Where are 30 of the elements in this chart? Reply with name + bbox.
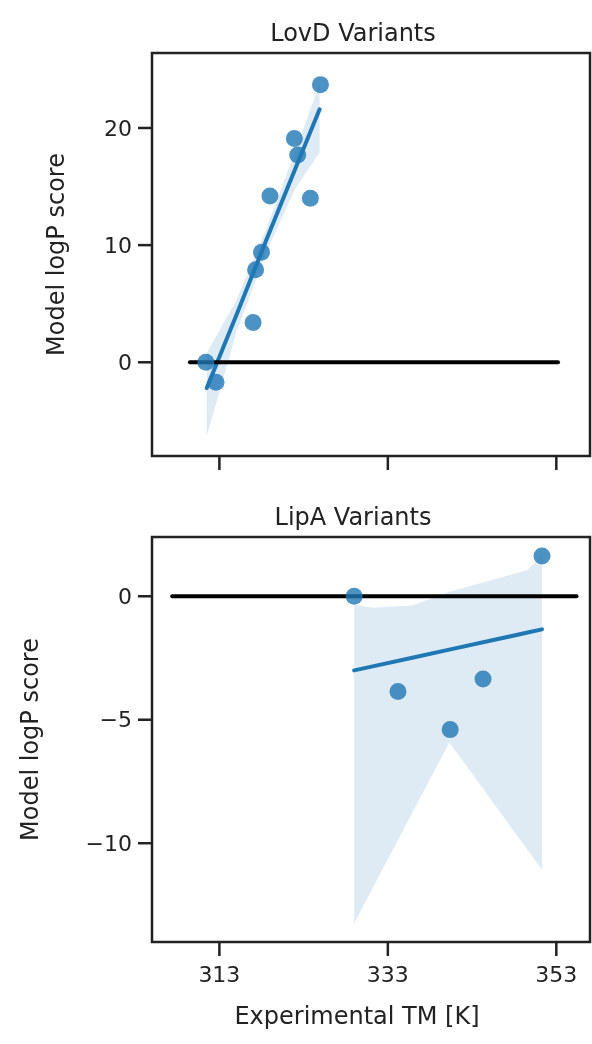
point bbox=[301, 189, 319, 207]
point bbox=[345, 587, 363, 605]
chart-title: LovD Variants bbox=[270, 19, 436, 47]
point bbox=[311, 76, 329, 94]
point bbox=[389, 683, 407, 701]
y-tick-label: 10 bbox=[104, 232, 132, 258]
x-axis-title: Experimental TM [K] bbox=[234, 1002, 480, 1030]
point bbox=[261, 187, 279, 205]
x-tick-label: 313 bbox=[198, 962, 241, 987]
y-axis-title: Model logP score bbox=[16, 638, 44, 841]
x-tick-label: 353 bbox=[535, 962, 578, 987]
point bbox=[244, 313, 262, 331]
point bbox=[247, 261, 265, 279]
point bbox=[197, 353, 215, 371]
y-tick-label: 0 bbox=[118, 349, 132, 375]
chart-title: LipA Variants bbox=[274, 503, 432, 531]
y-tick-label: 20 bbox=[104, 115, 132, 141]
point bbox=[285, 130, 303, 148]
y-tick-label: −5 bbox=[99, 707, 132, 733]
point bbox=[533, 547, 551, 565]
point bbox=[441, 721, 459, 739]
x-tick-label: 333 bbox=[366, 962, 409, 987]
y-tick-label: 0 bbox=[118, 583, 132, 609]
line-series bbox=[352, 627, 544, 673]
y-axis-title: Model logP score bbox=[42, 153, 70, 356]
point bbox=[207, 373, 225, 391]
y-tick-label: −10 bbox=[85, 830, 132, 856]
point bbox=[474, 670, 492, 688]
point bbox=[253, 243, 270, 261]
point bbox=[289, 146, 307, 164]
